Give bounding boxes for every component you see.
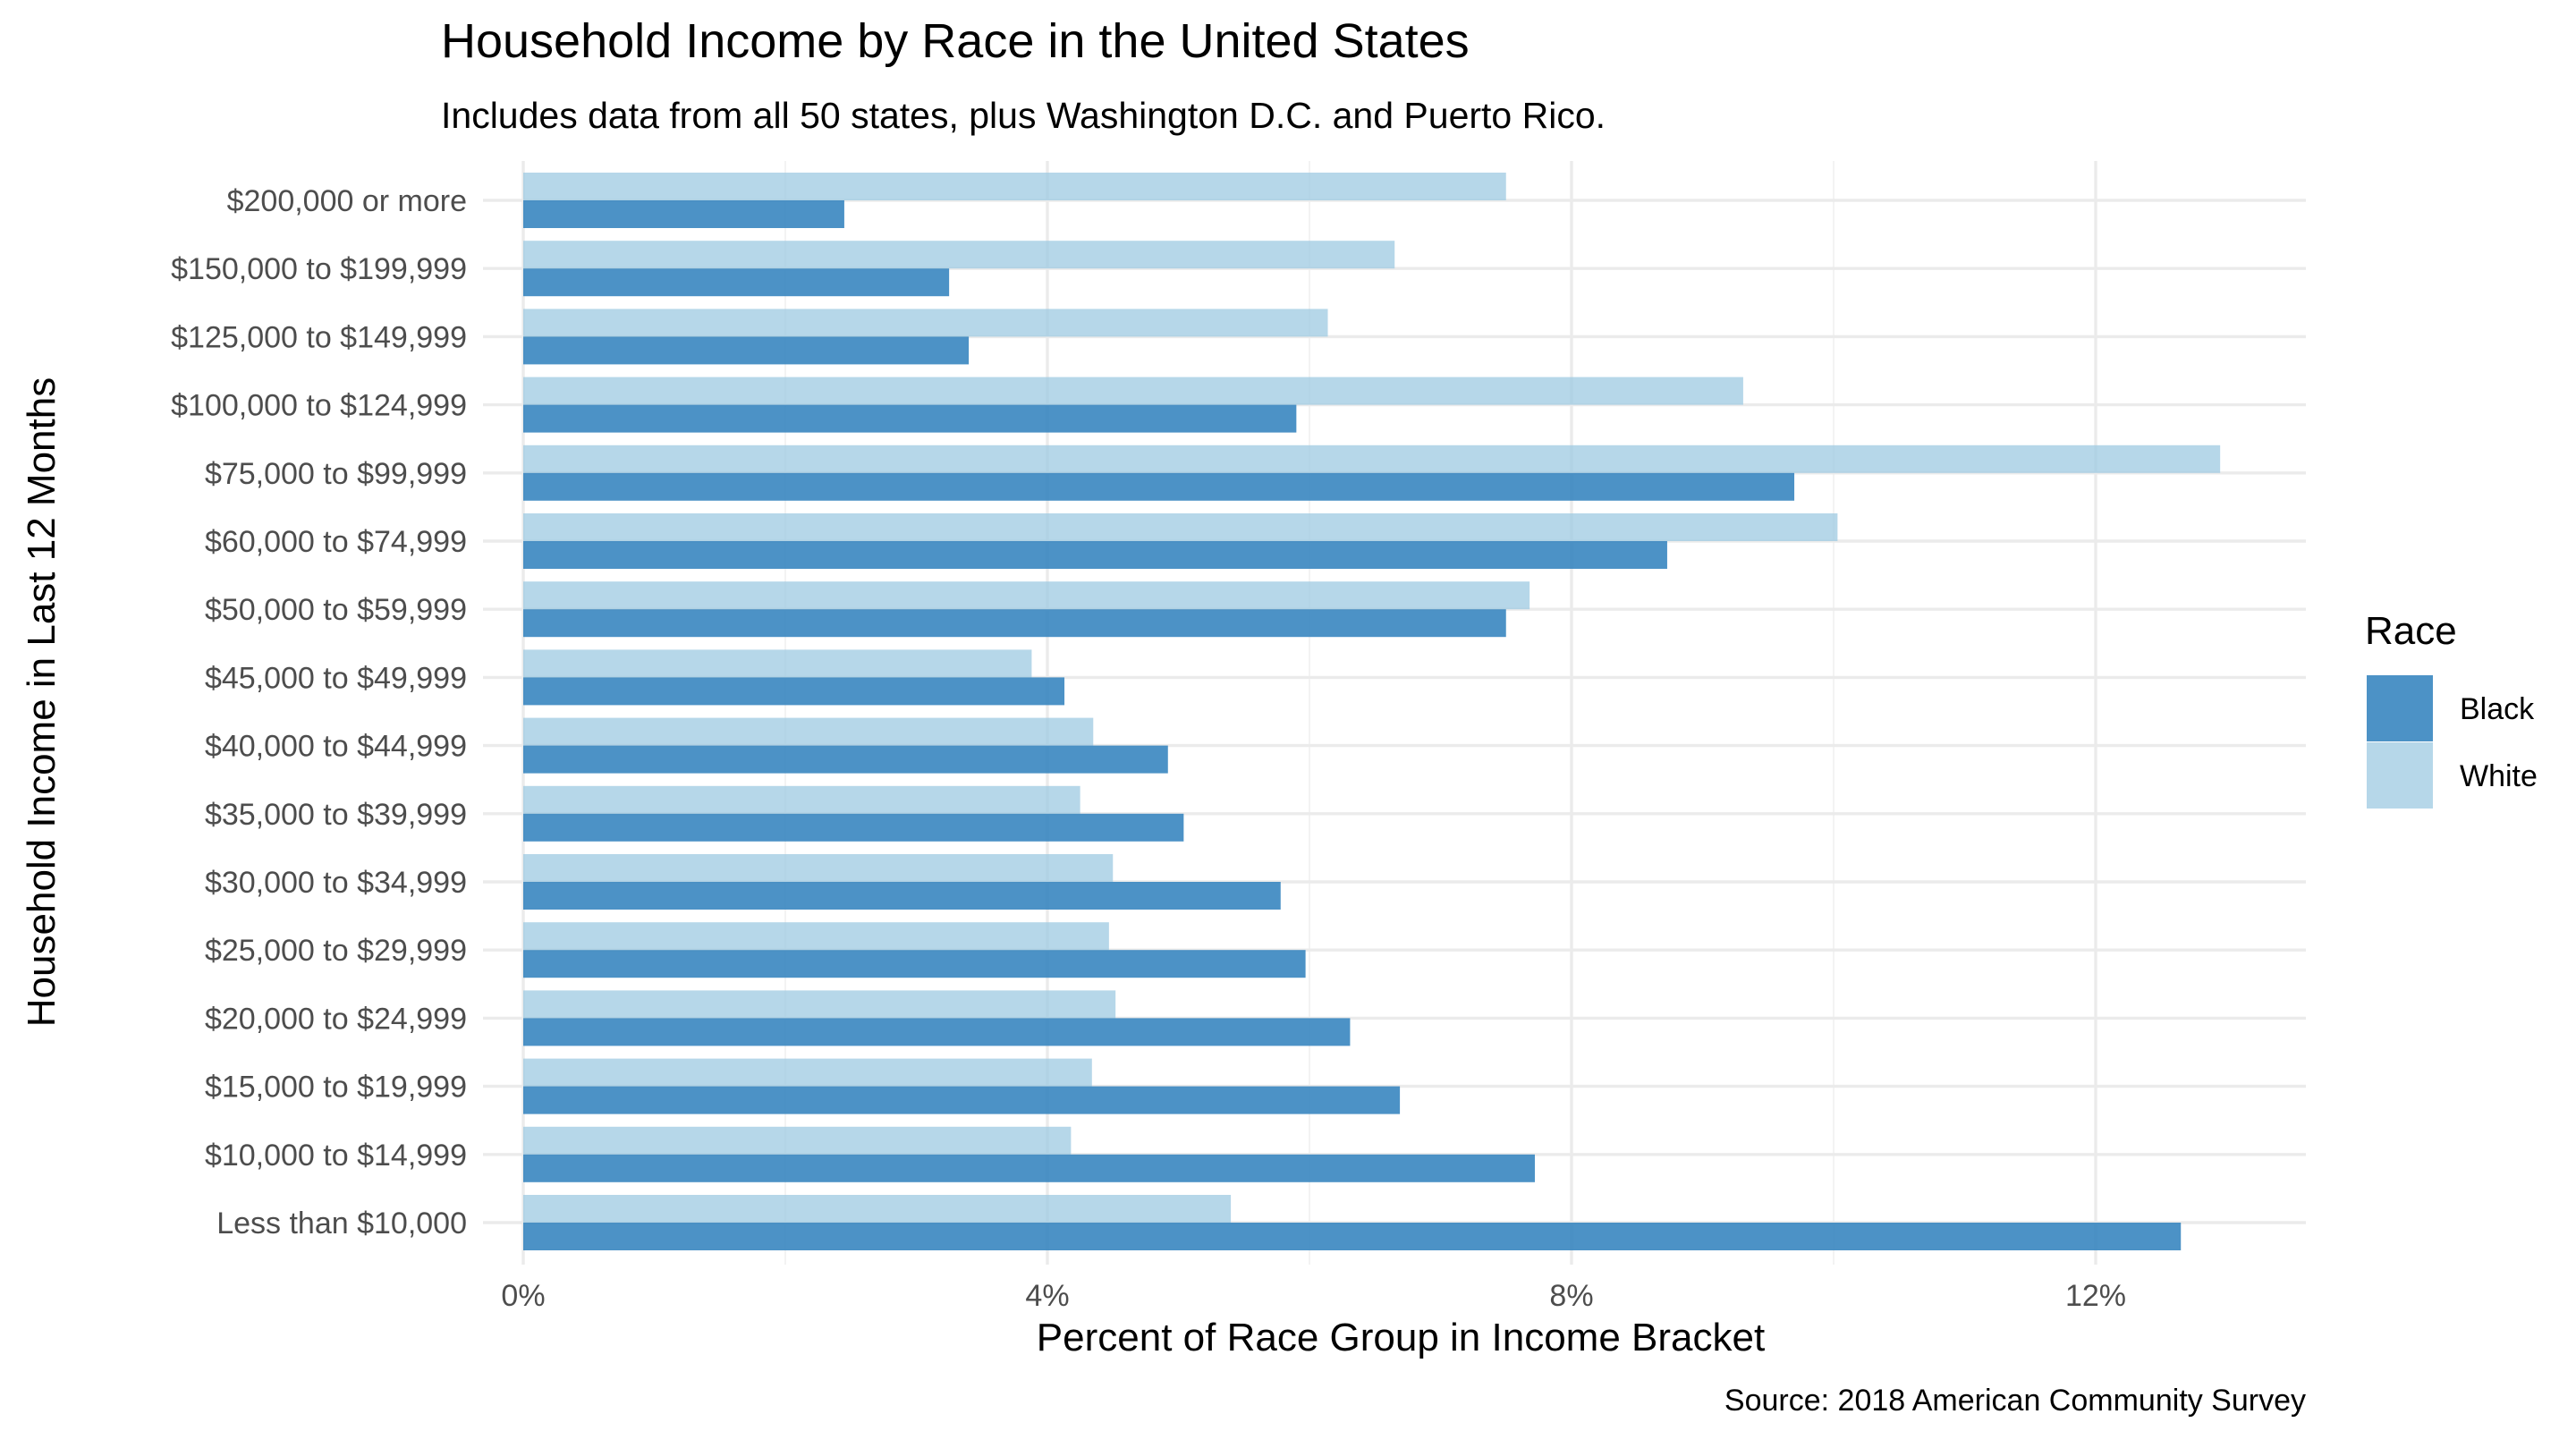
y-tick-label: $45,000 to $49,999 bbox=[205, 661, 467, 695]
bar-white bbox=[523, 1058, 1092, 1087]
legend-label-black: Black bbox=[2460, 692, 2535, 726]
y-tick-label: $15,000 to $19,999 bbox=[205, 1071, 467, 1105]
legend-key-black bbox=[2367, 675, 2433, 741]
y-tick-label: Less than $10,000 bbox=[216, 1207, 467, 1240]
bar-white bbox=[523, 173, 1506, 200]
legend-label-white: White bbox=[2460, 759, 2538, 793]
chart-subtitle: Includes data from all 50 states, plus W… bbox=[441, 95, 1606, 136]
bar-black bbox=[523, 404, 1297, 433]
bar-white bbox=[523, 717, 1094, 746]
bar-white bbox=[523, 785, 1080, 814]
bar-black bbox=[523, 813, 1184, 842]
bar-black bbox=[523, 950, 1306, 978]
y-axis-title: Household Income in Last 12 Months bbox=[20, 377, 64, 1027]
bar-black bbox=[523, 745, 1168, 774]
bar-white bbox=[523, 581, 1530, 610]
x-tick-label: 8% bbox=[1549, 1279, 1593, 1313]
y-tick-label: $35,000 to $39,999 bbox=[205, 798, 467, 832]
chart-title: Household Income by Race in the United S… bbox=[441, 14, 1470, 68]
x-tick-label: 12% bbox=[2065, 1279, 2126, 1313]
y-tick-label: $30,000 to $34,999 bbox=[205, 866, 467, 900]
bar-black bbox=[523, 472, 1795, 501]
x-tick-label: 0% bbox=[501, 1279, 545, 1313]
bar-black bbox=[523, 609, 1506, 638]
y-tick-label: $125,000 to $149,999 bbox=[171, 320, 467, 354]
bar-black bbox=[523, 268, 950, 297]
x-tick-label: 4% bbox=[1025, 1279, 1069, 1313]
bar-white bbox=[523, 513, 1838, 541]
bar-black bbox=[523, 1223, 2182, 1250]
bars bbox=[523, 173, 2221, 1250]
legend-key-white bbox=[2367, 742, 2433, 809]
bar-white bbox=[523, 241, 1395, 269]
bar-black bbox=[523, 882, 1281, 910]
bar-black bbox=[523, 1018, 1351, 1046]
legend-title: Race bbox=[2365, 609, 2457, 653]
y-tick-label: $100,000 to $124,999 bbox=[171, 389, 467, 423]
y-tick-label: $60,000 to $74,999 bbox=[205, 525, 467, 559]
bar-white bbox=[523, 922, 1109, 951]
bar-white bbox=[523, 854, 1114, 882]
y-tick-label: $25,000 to $29,999 bbox=[205, 934, 467, 968]
bar-black bbox=[523, 541, 1667, 569]
x-axis-title: Percent of Race Group in Income Bracket bbox=[1037, 1316, 1765, 1359]
bar-white bbox=[523, 377, 1743, 405]
bar-white bbox=[523, 309, 1328, 337]
bar-white bbox=[523, 1126, 1072, 1155]
y-tick-label: $150,000 to $199,999 bbox=[171, 252, 467, 286]
y-tick-label: $10,000 to $14,999 bbox=[205, 1139, 467, 1173]
legend: Race Black White bbox=[2365, 609, 2538, 809]
y-tick-label: $75,000 to $99,999 bbox=[205, 457, 467, 491]
bar-white bbox=[523, 649, 1032, 678]
bar-black bbox=[523, 336, 970, 365]
y-tick-label: $40,000 to $44,999 bbox=[205, 730, 467, 764]
bar-black bbox=[523, 1154, 1535, 1182]
bar-white bbox=[523, 990, 1116, 1019]
bar-black bbox=[523, 677, 1065, 706]
bar-white bbox=[523, 445, 2221, 473]
y-tick-label: $200,000 or more bbox=[227, 184, 467, 218]
y-tick-label: $50,000 to $59,999 bbox=[205, 593, 467, 627]
bar-black bbox=[523, 200, 844, 228]
chart-caption: Source: 2018 American Community Survey bbox=[1724, 1384, 2306, 1418]
bar-white bbox=[523, 1195, 1232, 1223]
y-tick-label: $20,000 to $24,999 bbox=[205, 1002, 467, 1036]
x-tick-labels: 0% 4% 8% 12% bbox=[501, 1279, 2126, 1313]
bar-black bbox=[523, 1086, 1401, 1114]
y-tick-labels: $200,000 or more $150,000 to $199,999 $125… bbox=[171, 184, 467, 1240]
